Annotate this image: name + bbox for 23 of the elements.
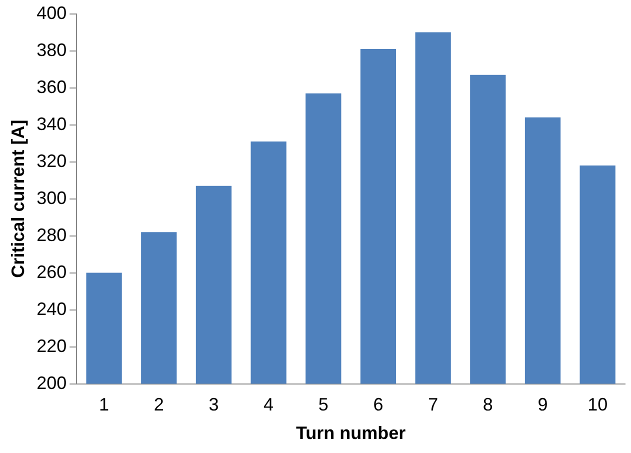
x-tick-label: 1 xyxy=(99,394,110,415)
x-tick-label: 7 xyxy=(428,394,438,415)
x-tick-label: 5 xyxy=(318,394,328,415)
x-tick-label: 3 xyxy=(208,394,219,415)
y-tick-label: 380 xyxy=(36,40,67,60)
x-tick-label: 8 xyxy=(482,394,493,415)
y-tick-label: 360 xyxy=(36,76,67,97)
y-tick-label: 200 xyxy=(36,372,67,393)
x-tick-label: 2 xyxy=(154,394,164,415)
x-axis-title: Turn number xyxy=(296,423,406,444)
y-tick-label: 220 xyxy=(36,336,67,356)
y-tick-label: 260 xyxy=(36,262,67,282)
y-tick-label: 240 xyxy=(36,298,67,319)
x-tick-label: 10 xyxy=(588,394,608,415)
y-tick-label: 340 xyxy=(36,114,67,134)
y-axis-title: Critical current [A] xyxy=(8,120,28,278)
x-tick-label: 4 xyxy=(264,394,274,415)
x-tick-label: 6 xyxy=(373,394,384,415)
y-tick-label: 300 xyxy=(36,188,67,208)
y-tick-label: 400 xyxy=(36,2,67,23)
y-tick-label: 280 xyxy=(36,224,67,245)
y-tick-label: 320 xyxy=(36,150,67,171)
x-tick-label: 9 xyxy=(538,394,548,415)
